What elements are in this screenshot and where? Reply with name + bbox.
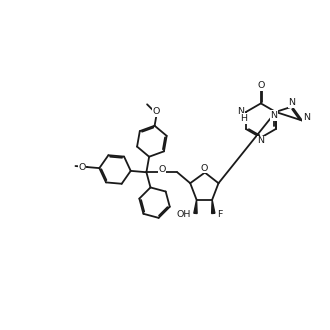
- Text: N: N: [257, 136, 264, 145]
- Text: O: O: [153, 107, 160, 116]
- Text: H: H: [241, 114, 248, 123]
- Text: N: N: [303, 113, 310, 122]
- Text: O: O: [78, 163, 86, 172]
- Text: N: N: [271, 111, 278, 120]
- Text: F: F: [217, 210, 223, 219]
- Text: O: O: [201, 164, 208, 173]
- Text: OH: OH: [177, 210, 191, 219]
- Polygon shape: [212, 200, 215, 214]
- Polygon shape: [194, 200, 197, 214]
- Text: O: O: [257, 81, 265, 90]
- Text: N: N: [237, 108, 244, 116]
- Text: N: N: [288, 98, 295, 107]
- Text: O: O: [158, 165, 166, 174]
